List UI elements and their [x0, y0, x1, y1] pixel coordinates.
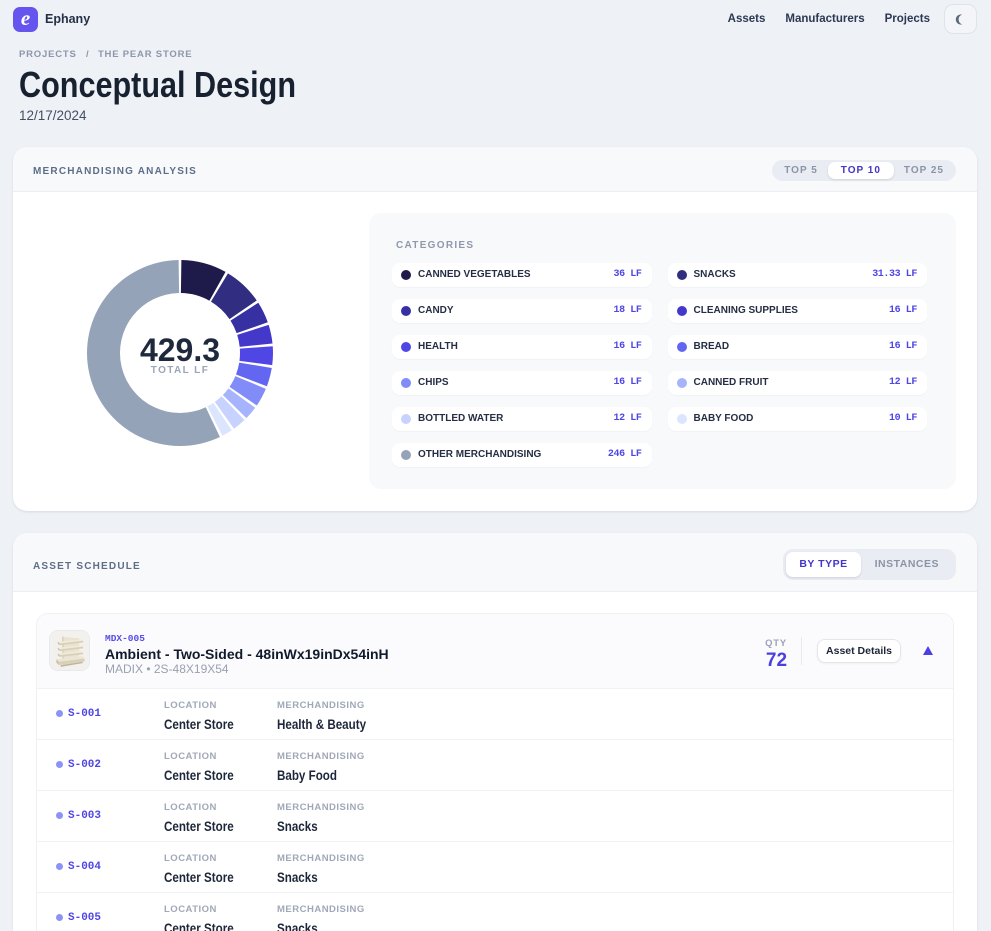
svg-text:TOTAL LF: TOTAL LF: [151, 365, 209, 376]
svg-text:429.3: 429.3: [140, 332, 220, 368]
